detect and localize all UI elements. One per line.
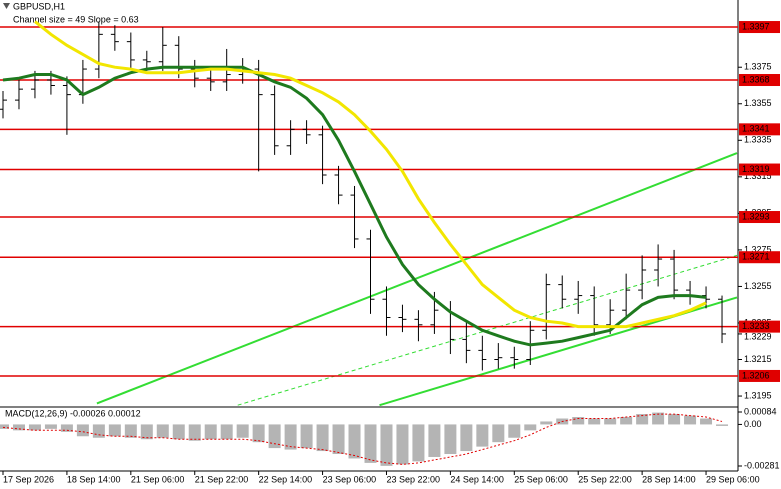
macd-bar bbox=[508, 424, 521, 438]
y-tick-label: 1.3195 bbox=[744, 390, 772, 400]
macd-bar bbox=[92, 424, 105, 438]
x-tick-label: 24 Sep 14:00 bbox=[450, 474, 504, 484]
macd-bar bbox=[700, 418, 713, 425]
macd-bar bbox=[252, 424, 265, 443]
macd-bar bbox=[220, 424, 233, 440]
x-tick-label: 21 Sep 22:00 bbox=[195, 474, 249, 484]
y-tick-label: 1.3355 bbox=[744, 98, 772, 108]
macd-bar bbox=[332, 424, 345, 455]
level-label: 1.3319 bbox=[742, 164, 770, 174]
y-tick-label: 1.3255 bbox=[744, 281, 772, 291]
level-label-box bbox=[739, 123, 780, 136]
y-tick-label: -0.00281 bbox=[744, 460, 780, 470]
signal-line bbox=[2, 413, 723, 465]
level-label-box bbox=[739, 21, 780, 34]
macd-bar bbox=[172, 424, 185, 440]
macd-bar bbox=[44, 424, 57, 429]
channel-line bbox=[237, 254, 738, 406]
macd-bar bbox=[636, 414, 649, 425]
macd-bar bbox=[124, 424, 137, 438]
macd-bar bbox=[28, 424, 41, 431]
macd-bar bbox=[444, 424, 457, 455]
level-label-box bbox=[739, 163, 780, 176]
macd-bar bbox=[0, 424, 9, 429]
y-tick-label: 1.3375 bbox=[744, 62, 772, 72]
level-label: 1.3271 bbox=[742, 252, 770, 262]
level-label-box bbox=[739, 74, 780, 87]
level-label: 1.3397 bbox=[742, 21, 770, 31]
macd-bar bbox=[188, 424, 201, 441]
x-tick-label: 22 Sep 14:00 bbox=[259, 474, 313, 484]
macd-bar bbox=[284, 424, 297, 450]
macd-bar bbox=[108, 424, 121, 437]
macd-bar bbox=[316, 424, 329, 452]
x-tick-label: 28 Sep 14:00 bbox=[642, 474, 696, 484]
macd-bar bbox=[76, 424, 89, 437]
macd-bar bbox=[652, 412, 665, 425]
y-tick-label: 0.00084 bbox=[744, 406, 777, 416]
macd-bar bbox=[716, 424, 729, 426]
macd-bar bbox=[396, 424, 409, 465]
last-price-label: 1.3229 bbox=[744, 331, 772, 341]
moving-average bbox=[34, 20, 707, 329]
macd-bar bbox=[300, 424, 313, 449]
macd-bar bbox=[588, 418, 601, 425]
x-tick-label: 23 Sep 22:00 bbox=[386, 474, 440, 484]
macd-bar bbox=[60, 424, 73, 432]
macd-bar bbox=[684, 415, 697, 425]
macd-bar bbox=[620, 417, 633, 425]
symbol-icon bbox=[3, 3, 10, 9]
level-label: 1.3293 bbox=[742, 211, 770, 221]
macd-bar bbox=[204, 424, 217, 440]
macd-bar bbox=[460, 424, 473, 452]
level-label: 1.3233 bbox=[742, 321, 770, 331]
chart-title: GBPUSD,H1 bbox=[13, 1, 65, 11]
level-label: 1.3368 bbox=[742, 74, 770, 84]
macd-bar bbox=[380, 424, 393, 466]
macd-bar bbox=[364, 424, 377, 463]
y-tick-label: 0.00 bbox=[744, 419, 762, 429]
macd-bar bbox=[524, 424, 537, 431]
macd-bar bbox=[476, 424, 489, 447]
x-tick-label: 23 Sep 06:00 bbox=[323, 474, 377, 484]
macd-title: MACD(12,26,9) -0.00026 0.00012 bbox=[5, 408, 141, 418]
level-label-box bbox=[739, 320, 780, 333]
y-tick-label: 1.3275 bbox=[744, 244, 772, 254]
macd-bar bbox=[428, 424, 441, 457]
macd-bar bbox=[236, 424, 249, 438]
y-tick-label: 1.3315 bbox=[744, 171, 772, 181]
macd-bar bbox=[492, 424, 505, 443]
x-tick-label: 18 Sep 14:00 bbox=[67, 474, 121, 484]
x-tick-label: 29 Sep 06:00 bbox=[706, 474, 760, 484]
macd-bar bbox=[572, 417, 585, 425]
macd-bar bbox=[140, 424, 153, 440]
macd-bar bbox=[268, 424, 281, 449]
x-tick-label: 25 Sep 22:00 bbox=[578, 474, 632, 484]
level-label-box bbox=[739, 211, 780, 224]
channel-line bbox=[96, 152, 738, 405]
x-tick-label: 25 Sep 06:00 bbox=[514, 474, 568, 484]
level-label: 1.3341 bbox=[742, 124, 770, 134]
macd-bar bbox=[12, 424, 25, 431]
macd-bar bbox=[412, 424, 425, 462]
macd-bar bbox=[604, 418, 617, 425]
level-label: 1.3206 bbox=[742, 370, 770, 380]
level-label-box bbox=[739, 369, 780, 382]
x-tick-label: 17 Sep 2026 bbox=[3, 474, 54, 484]
moving-average bbox=[2, 65, 707, 347]
y-tick-label: 1.3335 bbox=[744, 135, 772, 145]
macd-bar bbox=[540, 421, 553, 425]
level-label-box bbox=[739, 251, 780, 264]
macd-bar bbox=[668, 414, 681, 425]
chart-subtitle: Channel size = 49 Slope = 0.63 bbox=[13, 14, 139, 24]
y-tick-label: 1.3215 bbox=[744, 354, 772, 364]
x-tick-label: 21 Sep 06:00 bbox=[131, 474, 185, 484]
macd-bar bbox=[156, 424, 169, 438]
macd-bar bbox=[348, 424, 361, 459]
